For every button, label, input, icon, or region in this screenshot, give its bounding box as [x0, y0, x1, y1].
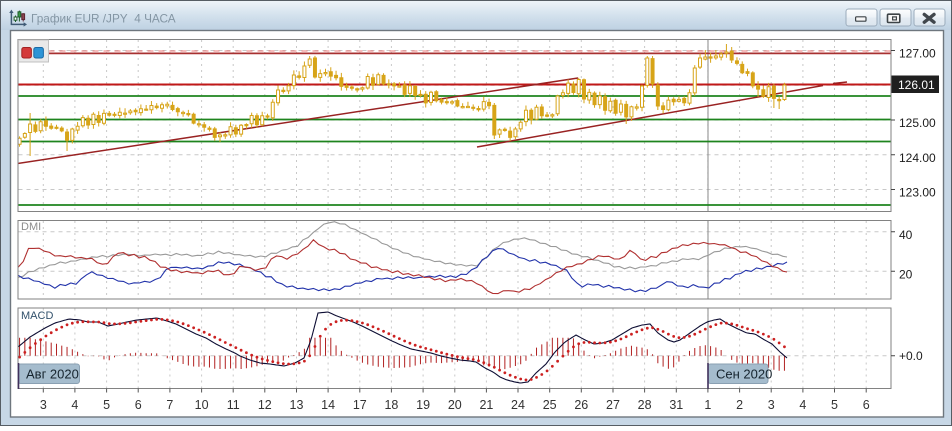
svg-text:124.00: 124.00	[899, 151, 936, 165]
svg-text:2: 2	[736, 398, 743, 412]
svg-text:17: 17	[353, 398, 367, 412]
svg-text:28: 28	[638, 398, 652, 412]
svg-text:1: 1	[704, 398, 711, 412]
svg-text:3: 3	[40, 398, 47, 412]
svg-text:18: 18	[384, 398, 398, 412]
svg-text:5: 5	[831, 398, 838, 412]
svg-text:13: 13	[290, 398, 304, 412]
svg-text:20: 20	[899, 268, 913, 282]
svg-text:20: 20	[448, 398, 462, 412]
svg-text:11: 11	[227, 398, 240, 412]
svg-text:3: 3	[768, 398, 775, 412]
svg-text:4: 4	[71, 398, 78, 412]
svg-text:127.00: 127.00	[899, 47, 936, 61]
svg-text:6: 6	[135, 398, 142, 412]
svg-text:Авг 2020: Авг 2020	[26, 367, 79, 382]
svg-text:125.00: 125.00	[899, 116, 936, 130]
svg-text:21: 21	[479, 398, 493, 412]
svg-text:DMI: DMI	[21, 221, 41, 233]
svg-text:4: 4	[799, 398, 806, 412]
svg-text:24: 24	[511, 398, 525, 412]
svg-text:5: 5	[103, 398, 110, 412]
svg-text:+0.0: +0.0	[899, 349, 923, 363]
svg-text:10: 10	[195, 398, 209, 412]
svg-text:123.00: 123.00	[899, 186, 936, 200]
svg-text:Сен 2020: Сен 2020	[716, 367, 772, 382]
svg-text:25: 25	[543, 398, 557, 412]
svg-text:MACD: MACD	[21, 310, 53, 322]
svg-text:27: 27	[606, 398, 620, 412]
svg-text:6: 6	[863, 398, 870, 412]
svg-text:7: 7	[166, 398, 173, 412]
svg-text:26: 26	[574, 398, 588, 412]
svg-text:126.01: 126.01	[898, 78, 935, 92]
svg-text:19: 19	[416, 398, 430, 412]
svg-text:12: 12	[258, 398, 272, 412]
svg-text:14: 14	[321, 398, 335, 412]
svg-text:График EUR /JPY 4 ЧАСА: График EUR /JPY 4 ЧАСА	[31, 12, 176, 26]
svg-text:40: 40	[899, 228, 913, 242]
svg-text:31: 31	[669, 398, 683, 412]
